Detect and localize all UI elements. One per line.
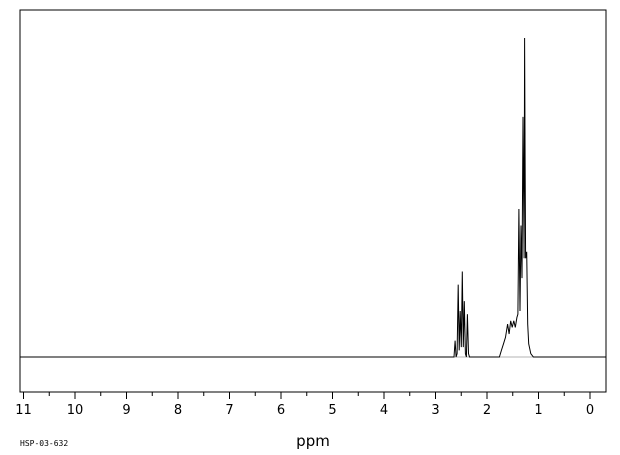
x-tick-label: 4 [380,403,388,418]
x-tick-label: 10 [67,403,84,418]
plot-frame [19,9,607,393]
x-tick-label: 5 [328,403,336,418]
x-tick-label: 0 [586,403,594,418]
x-tick-label: 6 [277,403,285,418]
x-tick-label: 7 [225,403,233,418]
x-axis-label: ppm [296,432,330,450]
x-tick-label: 2 [483,403,491,418]
x-tick-label: 1 [534,403,542,418]
x-axis: 11 10 9 8 7 6 5 4 3 2 1 0 [15,392,594,418]
spectrum-trace [20,37,606,358]
x-tick-label: 11 [15,403,32,418]
x-tick-label: 3 [431,403,439,418]
x-tick-label: 9 [122,403,130,418]
spectrum-id-label: HSP-03-632 [20,439,68,448]
x-tick-label: 8 [174,403,182,418]
